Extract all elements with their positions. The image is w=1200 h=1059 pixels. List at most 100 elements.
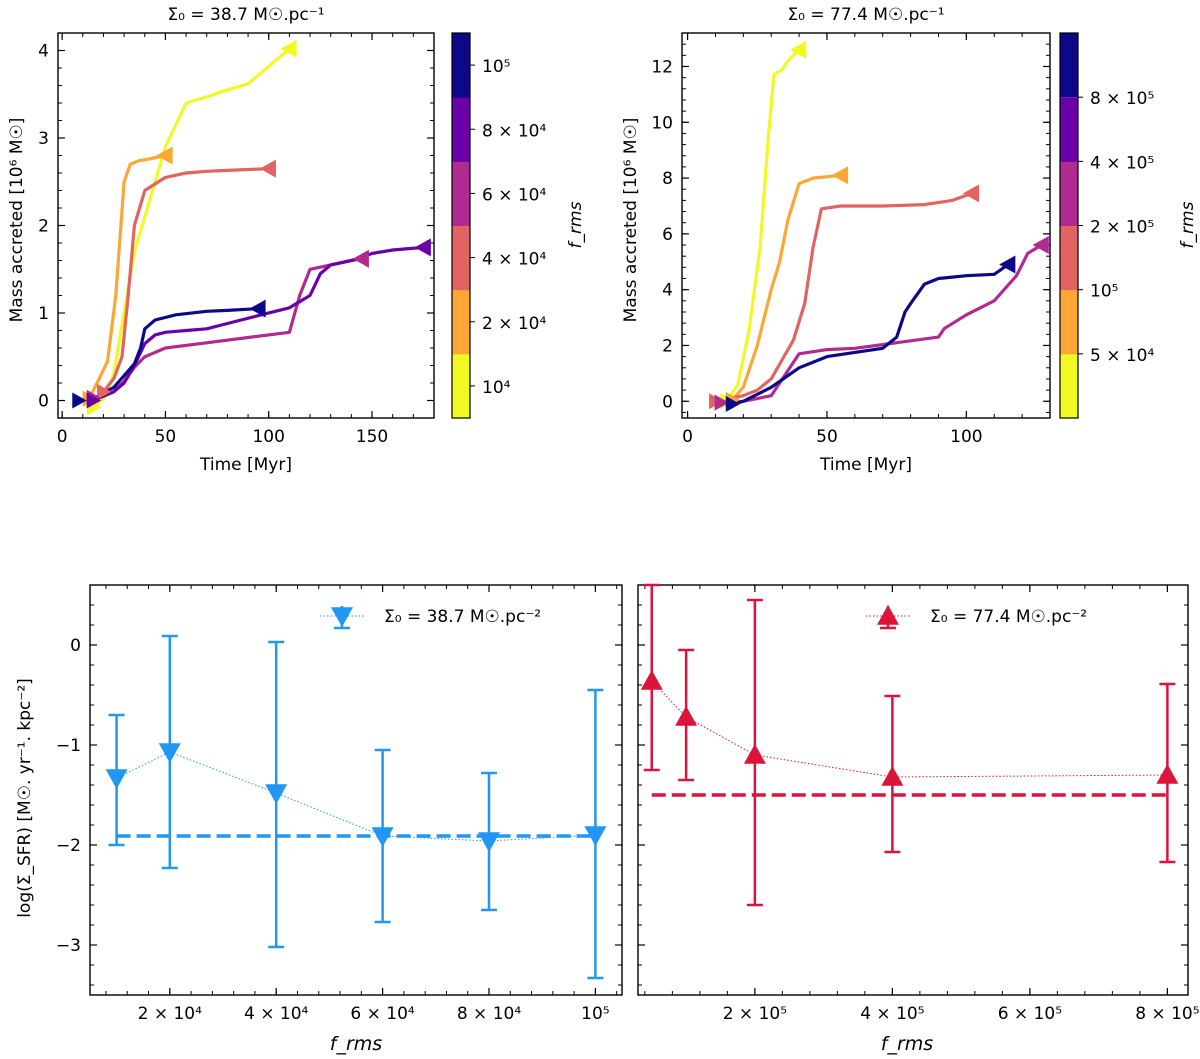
bottom-right-axes: 2 × 10⁵ 4 × 10⁵ 6 × 10⁵ 8 × 10⁵ xyxy=(637,584,1200,1024)
top-right-colorbar-bin xyxy=(1060,161,1078,226)
top-left-colorbar-tick-label: 10⁵ xyxy=(482,57,510,77)
top-right-ytick-label: 0 xyxy=(662,392,673,412)
top-left-colorbar-tick-label: 4 × 10⁴ xyxy=(482,250,546,270)
top-left-ytick-label: 1 xyxy=(38,304,49,324)
top-left-frame xyxy=(57,32,435,419)
bottom-right-xtick-label: 6 × 10⁵ xyxy=(998,1004,1062,1024)
top-right-axes: 0 50 100 0 2 4 6 8 10 12 xyxy=(651,32,1051,447)
bottom-left-points-group xyxy=(105,634,607,980)
top-left-xtick-label: 150 xyxy=(356,427,388,447)
top-right-ytick-label: 12 xyxy=(651,57,673,77)
top-right-colorbar-bin xyxy=(1060,289,1078,355)
bottom-left-axes: 2 × 10⁴ 4 × 10⁴ 6 × 10⁴ 8 × 10⁴ 10⁵ −3 −2 −1 0 xyxy=(56,584,623,1024)
top-right-colorbar-tick-label: 4 × 10⁵ xyxy=(1090,153,1154,173)
top-left-series-end-marker xyxy=(414,238,431,257)
top-right-y-axis-label: Mass accreted [10⁶ M☉] xyxy=(621,118,641,323)
bottom-left-data-point xyxy=(158,743,181,763)
top-right-series-end-marker xyxy=(790,40,807,59)
bottom-left-ytick-label: −1 xyxy=(56,736,81,756)
top-left-xtick-label: 0 xyxy=(57,427,68,447)
top-right-series-line xyxy=(730,173,843,402)
top-left-series-end-marker xyxy=(249,299,266,318)
top-right-series-end-marker xyxy=(962,184,980,203)
bottom-left-ytick-label: 0 xyxy=(70,636,81,656)
bottom-left-xtick-label: 4 × 10⁴ xyxy=(244,1004,308,1024)
top-left-colorbar-bin xyxy=(452,161,470,226)
top-right-colorbar-bins: 5 × 10⁴ 10⁵ 2 × 10⁵ 4 × 10⁵ 8 × 10⁵ xyxy=(1059,32,1154,419)
top-left-ytick-label: 4 xyxy=(38,42,49,62)
top-right-title: Σ₀ = 77.4 M☉.pc⁻¹ xyxy=(787,5,944,25)
bottom-left-legend-label: Σ₀ = 38.7 M☉.pc⁻² xyxy=(384,607,541,627)
bottom-left-y-axis-label: log(Σ_SFR) [M☉. yr⁻¹. kpc⁻²] xyxy=(15,678,35,918)
top-left-xtick-label: 100 xyxy=(252,427,284,447)
top-right-colorbar-tick-label: 10⁵ xyxy=(1090,282,1118,302)
bottom-right-points-group xyxy=(640,583,1179,907)
top-right-panel: Σ₀ = 77.4 M☉.pc⁻¹ Time [Myr] Mass accret… xyxy=(621,5,945,475)
bottom-left-connector-line xyxy=(116,751,596,842)
top-left-ytick-label: 3 xyxy=(38,129,49,149)
bottom-right-xtick-label: 8 × 10⁵ xyxy=(1135,1004,1199,1024)
top-left-series-line xyxy=(91,245,426,403)
top-left-colorbar-bin xyxy=(452,289,470,355)
top-right-ytick-label: 4 xyxy=(662,281,673,301)
top-right-colorbar-tick-label: 8 × 10⁵ xyxy=(1090,89,1154,109)
top-left-colorbar-bins: 10⁴ 2 × 10⁴ 4 × 10⁴ 6 × 10⁴ 8 × 10⁴ 10⁵ xyxy=(451,32,546,419)
top-left-series-end-marker xyxy=(352,249,369,268)
top-left-colorbar-frame xyxy=(451,32,471,419)
bottom-right-data-point xyxy=(675,706,698,726)
top-left-x-axis-label: Time [Myr] xyxy=(199,455,292,475)
top-right-xtick-label: 100 xyxy=(950,427,982,447)
top-right-frame xyxy=(681,32,1051,419)
top-right-series-end-marker xyxy=(831,166,849,185)
bottom-right-xtick-label: 4 × 10⁵ xyxy=(860,1004,924,1024)
top-right-colorbar-frame xyxy=(1059,32,1079,419)
top-left-series-start-marker xyxy=(86,392,102,409)
bottom-left-xtick-label: 2 × 10⁴ xyxy=(138,1004,202,1024)
top-left-ytick-label: 0 xyxy=(38,392,49,412)
top-left-series-start-marker xyxy=(97,383,112,400)
top-left-colorbar-bin xyxy=(452,353,470,419)
top-right-series-start-marker xyxy=(725,396,741,413)
top-right-series-end-marker xyxy=(999,255,1016,274)
top-right-ytick-label: 2 xyxy=(662,336,673,356)
bottom-right-x-axis-label: f_rms xyxy=(881,1033,934,1055)
bottom-right-connector-line xyxy=(651,680,1168,778)
top-right-series-end-marker xyxy=(1032,236,1049,255)
bottom-left-data-point xyxy=(584,826,607,846)
bottom-left-xtick-label: 8 × 10⁴ xyxy=(457,1004,521,1024)
top-right-series-group xyxy=(709,40,1049,413)
top-right-colorbar-bin xyxy=(1060,225,1078,291)
top-right-series-line xyxy=(719,243,1044,405)
top-right-xtick-label: 0 xyxy=(682,427,693,447)
top-left-series-group xyxy=(72,39,431,416)
bottom-left-data-point xyxy=(371,827,394,847)
top-left-panel: Σ₀ = 38.7 M☉.pc⁻¹ Time [Myr] Mass accret… xyxy=(7,5,325,475)
top-right-colorbar-label: f_rms xyxy=(1178,201,1198,248)
bottom-left-panel: f_rms log(Σ_SFR) [M☉. yr⁻¹. kpc⁻²] Σ₀ = … xyxy=(15,607,541,1055)
top-left-series-end-marker xyxy=(156,146,173,165)
top-right-series-line xyxy=(724,48,801,403)
bottom-left-legend-marker xyxy=(331,607,353,627)
top-right-series-start-marker xyxy=(714,394,730,411)
top-right-series-line xyxy=(730,263,1010,406)
top-left-series-end-marker xyxy=(280,39,297,58)
top-right-colorbar: f_rms xyxy=(1178,201,1198,248)
top-right-colorbar-bin xyxy=(1060,353,1078,419)
top-right-x-axis-label: Time [Myr] xyxy=(819,455,912,475)
bottom-left-data-point xyxy=(478,832,500,852)
bottom-right-legend-handle xyxy=(866,605,910,630)
top-left-series-line xyxy=(91,257,364,400)
top-left-colorbar: f_rms xyxy=(566,201,586,248)
top-right-xtick-label: 50 xyxy=(816,427,838,447)
bottom-right-data-point xyxy=(1156,764,1179,784)
top-left-title: Σ₀ = 38.7 M☉.pc⁻¹ xyxy=(167,5,324,25)
bottom-left-x-axis-label: f_rms xyxy=(330,1033,383,1055)
top-left-xtick-label: 50 xyxy=(155,427,177,447)
bottom-right-panel: f_rms Σ₀ = 77.4 M☉.pc⁻² xyxy=(881,607,1087,1055)
bottom-right-data-point xyxy=(743,744,766,764)
top-left-series-line xyxy=(87,153,167,401)
top-right-colorbar-bin xyxy=(1060,97,1078,162)
top-left-colorbar-bin xyxy=(452,97,470,162)
bottom-left-frame xyxy=(89,584,623,996)
